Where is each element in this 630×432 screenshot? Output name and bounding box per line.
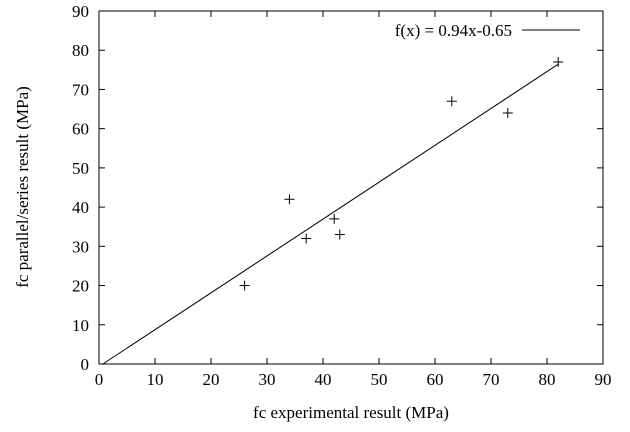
y-tick-label: 0 <box>81 355 90 374</box>
y-tick-label: 70 <box>72 80 89 99</box>
x-tick-label: 30 <box>259 370 276 389</box>
data-point <box>284 194 295 205</box>
fit-line-group <box>102 63 559 365</box>
data-point <box>239 280 250 291</box>
legend: f(x) = 0.94x-0.65 <box>395 21 580 40</box>
y-tick-label: 80 <box>72 41 89 60</box>
data-point <box>553 56 564 67</box>
x-tick-label: 90 <box>595 370 612 389</box>
x-tick-label: 10 <box>147 370 164 389</box>
y-tick-label: 60 <box>72 120 89 139</box>
plot-frame <box>98 10 604 365</box>
data-points <box>239 56 564 291</box>
data-point <box>329 213 340 224</box>
x-tick-label: 50 <box>371 370 388 389</box>
x-tick-label: 60 <box>427 370 444 389</box>
x-tick-label: 20 <box>203 370 220 389</box>
y-tick-label: 30 <box>72 237 89 256</box>
y-tick-label: 50 <box>72 159 89 178</box>
x-tick-label: 80 <box>539 370 556 389</box>
x-tick-label: 70 <box>483 370 500 389</box>
axis-ticks: 0 10 20 30 40 50 60 70 80 90 0 10 20 30 40 50 60 70 80 90 <box>72 2 612 389</box>
x-axis-title: fc experimental result (MPa) <box>253 403 449 422</box>
y-tick-label: 40 <box>72 198 89 217</box>
legend-label: f(x) = 0.94x-0.65 <box>395 21 512 40</box>
x-tick-label: 40 <box>315 370 332 389</box>
y-axis-title: fc parallel/series result (MPa) <box>13 86 32 288</box>
data-point <box>502 107 513 118</box>
data-point <box>301 233 312 244</box>
data-point <box>446 96 457 107</box>
y-tick-label: 20 <box>72 277 89 296</box>
y-tick-label: 10 <box>72 316 89 335</box>
y-tick-label: 90 <box>72 2 89 21</box>
fit-line <box>102 63 559 365</box>
x-tick-label: 0 <box>95 370 104 389</box>
data-point <box>334 229 345 240</box>
